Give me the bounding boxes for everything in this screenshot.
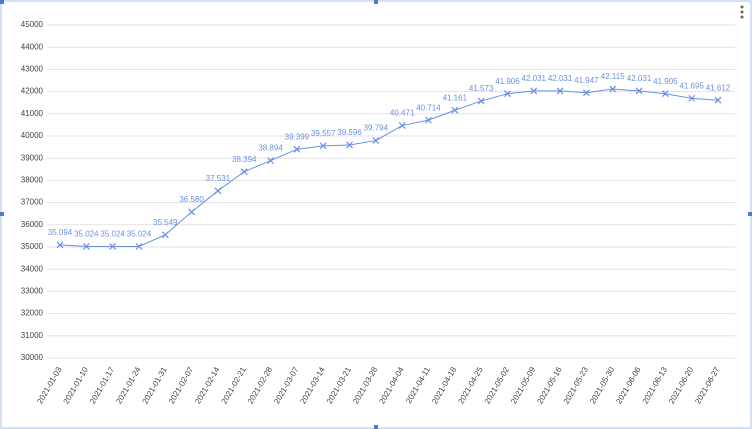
- point-marker: [135, 243, 143, 250]
- data-label: 40.471: [390, 109, 415, 118]
- data-label: 35.549: [153, 218, 178, 227]
- data-label: 35.024: [100, 230, 125, 239]
- point-marker: [530, 87, 538, 95]
- resize-handle[interactable]: [0, 212, 4, 216]
- y-tick-label: 32000: [21, 309, 44, 318]
- point-marker: [214, 187, 222, 195]
- data-line: [59, 88, 719, 247]
- resize-handle[interactable]: [748, 212, 752, 216]
- point-marker: [240, 168, 248, 176]
- y-tick-label: 44000: [21, 42, 44, 51]
- point-marker: [609, 85, 617, 93]
- point-marker: [109, 243, 117, 250]
- point-marker: [556, 87, 564, 95]
- y-tick-label: 39000: [21, 153, 44, 162]
- y-tick-label: 37000: [21, 198, 44, 207]
- point-marker: [451, 106, 459, 114]
- point-marker: [477, 97, 485, 105]
- data-label: 41.905: [653, 77, 678, 86]
- data-label: 42.031: [522, 74, 547, 83]
- point-marker: [372, 137, 380, 144]
- point-marker: [82, 243, 90, 250]
- y-tick-label: 42000: [21, 87, 44, 96]
- data-label: 41.612: [706, 83, 731, 92]
- menu-icon[interactable]: [740, 5, 744, 19]
- data-label: 42.031: [548, 74, 573, 83]
- y-tick-label: 45000: [21, 20, 44, 29]
- point-marker: [293, 145, 301, 153]
- y-tick-label: 40000: [21, 131, 44, 140]
- y-tick-label: 35000: [21, 242, 44, 251]
- data-label: 35.024: [74, 230, 99, 239]
- point-marker: [346, 141, 353, 149]
- data-label: 41.947: [574, 76, 599, 85]
- resize-handle[interactable]: [0, 0, 4, 4]
- y-tick-label: 38000: [21, 176, 44, 185]
- data-label: 42.031: [627, 74, 652, 83]
- data-label: 39.596: [337, 128, 362, 137]
- data-label: 36.580: [179, 195, 204, 204]
- y-tick-label: 31000: [21, 331, 44, 340]
- y-tick-label: 36000: [21, 220, 44, 229]
- point-marker: [661, 90, 669, 98]
- point-marker: [267, 157, 274, 164]
- resize-handle[interactable]: [374, 0, 378, 4]
- data-label: 38.894: [258, 144, 283, 153]
- data-label: 39.557: [311, 129, 336, 138]
- data-label: 41.161: [443, 93, 468, 102]
- point-marker: [688, 94, 696, 102]
- y-tick-label: 33000: [21, 287, 44, 296]
- data-label: 35.024: [127, 230, 152, 239]
- y-tick-label: 30000: [21, 353, 44, 362]
- data-label: 35.094: [48, 228, 73, 237]
- data-label: 41.573: [469, 84, 494, 93]
- point-marker: [398, 122, 406, 129]
- data-label: 41.906: [495, 77, 520, 86]
- resize-handle[interactable]: [374, 425, 378, 429]
- point-marker: [714, 96, 722, 104]
- point-marker: [161, 231, 169, 239]
- data-label: 37.531: [206, 174, 231, 183]
- point-marker: [188, 208, 196, 216]
- point-marker: [56, 241, 64, 249]
- data-label: 41.695: [679, 81, 704, 90]
- data-label: 40.714: [416, 103, 441, 112]
- point-marker: [504, 90, 511, 98]
- point-marker: [582, 89, 590, 97]
- point-marker: [425, 116, 432, 124]
- point-marker: [635, 87, 643, 95]
- y-tick-label: 34000: [21, 264, 44, 273]
- point-marker: [319, 142, 327, 150]
- y-tick-label: 41000: [21, 109, 44, 118]
- data-label: 38.394: [232, 155, 257, 164]
- data-label: 39.794: [364, 124, 389, 133]
- data-label: 42.115: [601, 72, 625, 81]
- y-tick-label: 43000: [21, 65, 44, 74]
- data-label: 39.399: [285, 132, 310, 141]
